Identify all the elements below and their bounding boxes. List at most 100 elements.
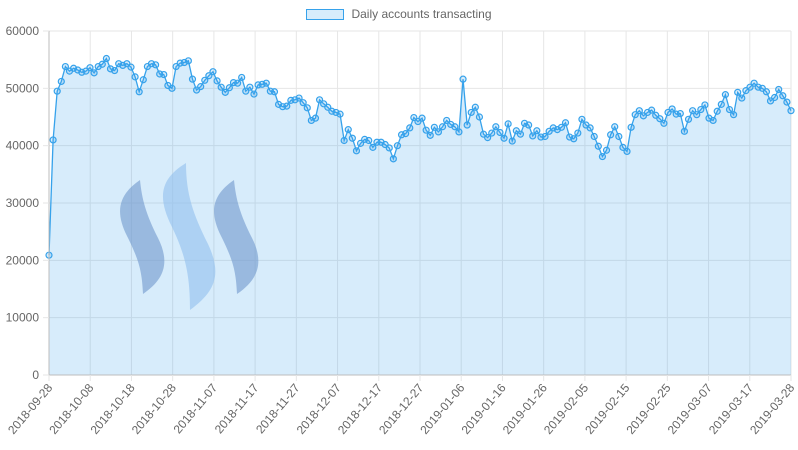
data-point: [570, 135, 578, 143]
data-point: [590, 132, 598, 141]
data-point: [717, 100, 725, 108]
series-area-fill: [49, 58, 791, 376]
data-point: [426, 131, 434, 139]
data-point: [557, 123, 566, 131]
data-point: [213, 77, 221, 85]
legend-swatch: [306, 8, 345, 20]
y-tick-label: 40000: [6, 139, 40, 153]
data-point: [393, 142, 402, 150]
data-point: [365, 136, 373, 145]
data-point: [459, 75, 467, 83]
data-point: [197, 83, 205, 91]
data-point: [619, 143, 627, 151]
data-point: [484, 134, 492, 142]
data-point: [311, 114, 320, 122]
data-point: [746, 83, 754, 91]
data-point: [693, 111, 701, 119]
data-point: [635, 107, 643, 115]
data-point: [336, 110, 344, 118]
data-point: [49, 136, 57, 144]
data-point: [771, 93, 779, 102]
data-point: [344, 126, 352, 134]
data-point: [205, 72, 213, 80]
data-point: [348, 134, 356, 142]
data-point: [418, 114, 426, 122]
data-point: [680, 127, 689, 135]
data-point: [303, 104, 311, 112]
data-point: [787, 107, 795, 115]
steem-logo-icon: [120, 163, 259, 310]
data-point: [385, 144, 393, 152]
y-tick-label: 60000: [6, 24, 40, 38]
data-point: [221, 88, 229, 96]
chart-legend[interactable]: Daily accounts transacting: [0, 7, 798, 21]
data-point: [656, 115, 664, 123]
data-point: [492, 123, 500, 131]
data-point: [734, 88, 742, 96]
data-point: [98, 60, 106, 68]
data-point: [504, 120, 512, 128]
y-tick-label: 30000: [6, 196, 40, 210]
steem-logo-left-stroke: [120, 180, 165, 294]
data-point: [463, 121, 471, 129]
data-point: [750, 79, 758, 87]
data-point: [676, 109, 684, 118]
data-point: [406, 124, 414, 132]
y-tick-label: 0: [32, 368, 39, 382]
data-point: [443, 116, 451, 125]
data-point: [242, 87, 250, 95]
data-point: [660, 119, 668, 127]
data-point: [135, 88, 143, 96]
data-point: [369, 143, 377, 151]
data-point: [127, 63, 135, 71]
data-point: [725, 105, 734, 114]
data-point: [340, 136, 348, 145]
data-point: [299, 99, 307, 107]
data-point: [455, 128, 463, 136]
data-point: [160, 70, 168, 79]
data-point: [738, 94, 746, 102]
data-point: [701, 101, 709, 109]
data-point: [389, 155, 397, 163]
data-point: [783, 98, 791, 106]
steem-logo-middle-stroke: [162, 163, 216, 310]
data-point: [110, 66, 119, 75]
data-point: [648, 106, 656, 114]
data-point: [500, 134, 508, 142]
data-point: [225, 84, 233, 92]
data-point: [689, 107, 697, 115]
data-point: [488, 129, 496, 137]
data-point: [627, 123, 635, 131]
data-point: [139, 76, 147, 84]
data-point: [131, 73, 139, 81]
data-point: [188, 75, 197, 83]
data-point: [684, 115, 693, 123]
data-point: [352, 147, 361, 155]
data-point: [246, 83, 254, 91]
data-point: [410, 113, 418, 122]
data-point: [250, 90, 258, 98]
y-tick-label: 50000: [6, 81, 40, 95]
data-point: [615, 132, 623, 141]
data-point: [102, 54, 110, 63]
data-point: [496, 128, 504, 137]
data-point: [57, 77, 65, 86]
data-point: [516, 130, 525, 138]
data-point: [775, 85, 783, 94]
data-point: [525, 121, 533, 129]
data-point: [730, 111, 738, 119]
data-point: [508, 137, 516, 145]
data-point: [184, 57, 192, 65]
data-point: [529, 132, 537, 140]
data-point: [422, 126, 430, 134]
data-point: [709, 116, 717, 125]
data-point: [86, 64, 94, 72]
data-point: [53, 87, 61, 95]
y-tick-label: 10000: [6, 311, 40, 325]
data-point: [356, 139, 365, 147]
data-point: [324, 103, 332, 111]
data-point: [471, 103, 479, 111]
data-point: [283, 102, 291, 110]
legend-label: Daily accounts transacting: [351, 7, 492, 21]
